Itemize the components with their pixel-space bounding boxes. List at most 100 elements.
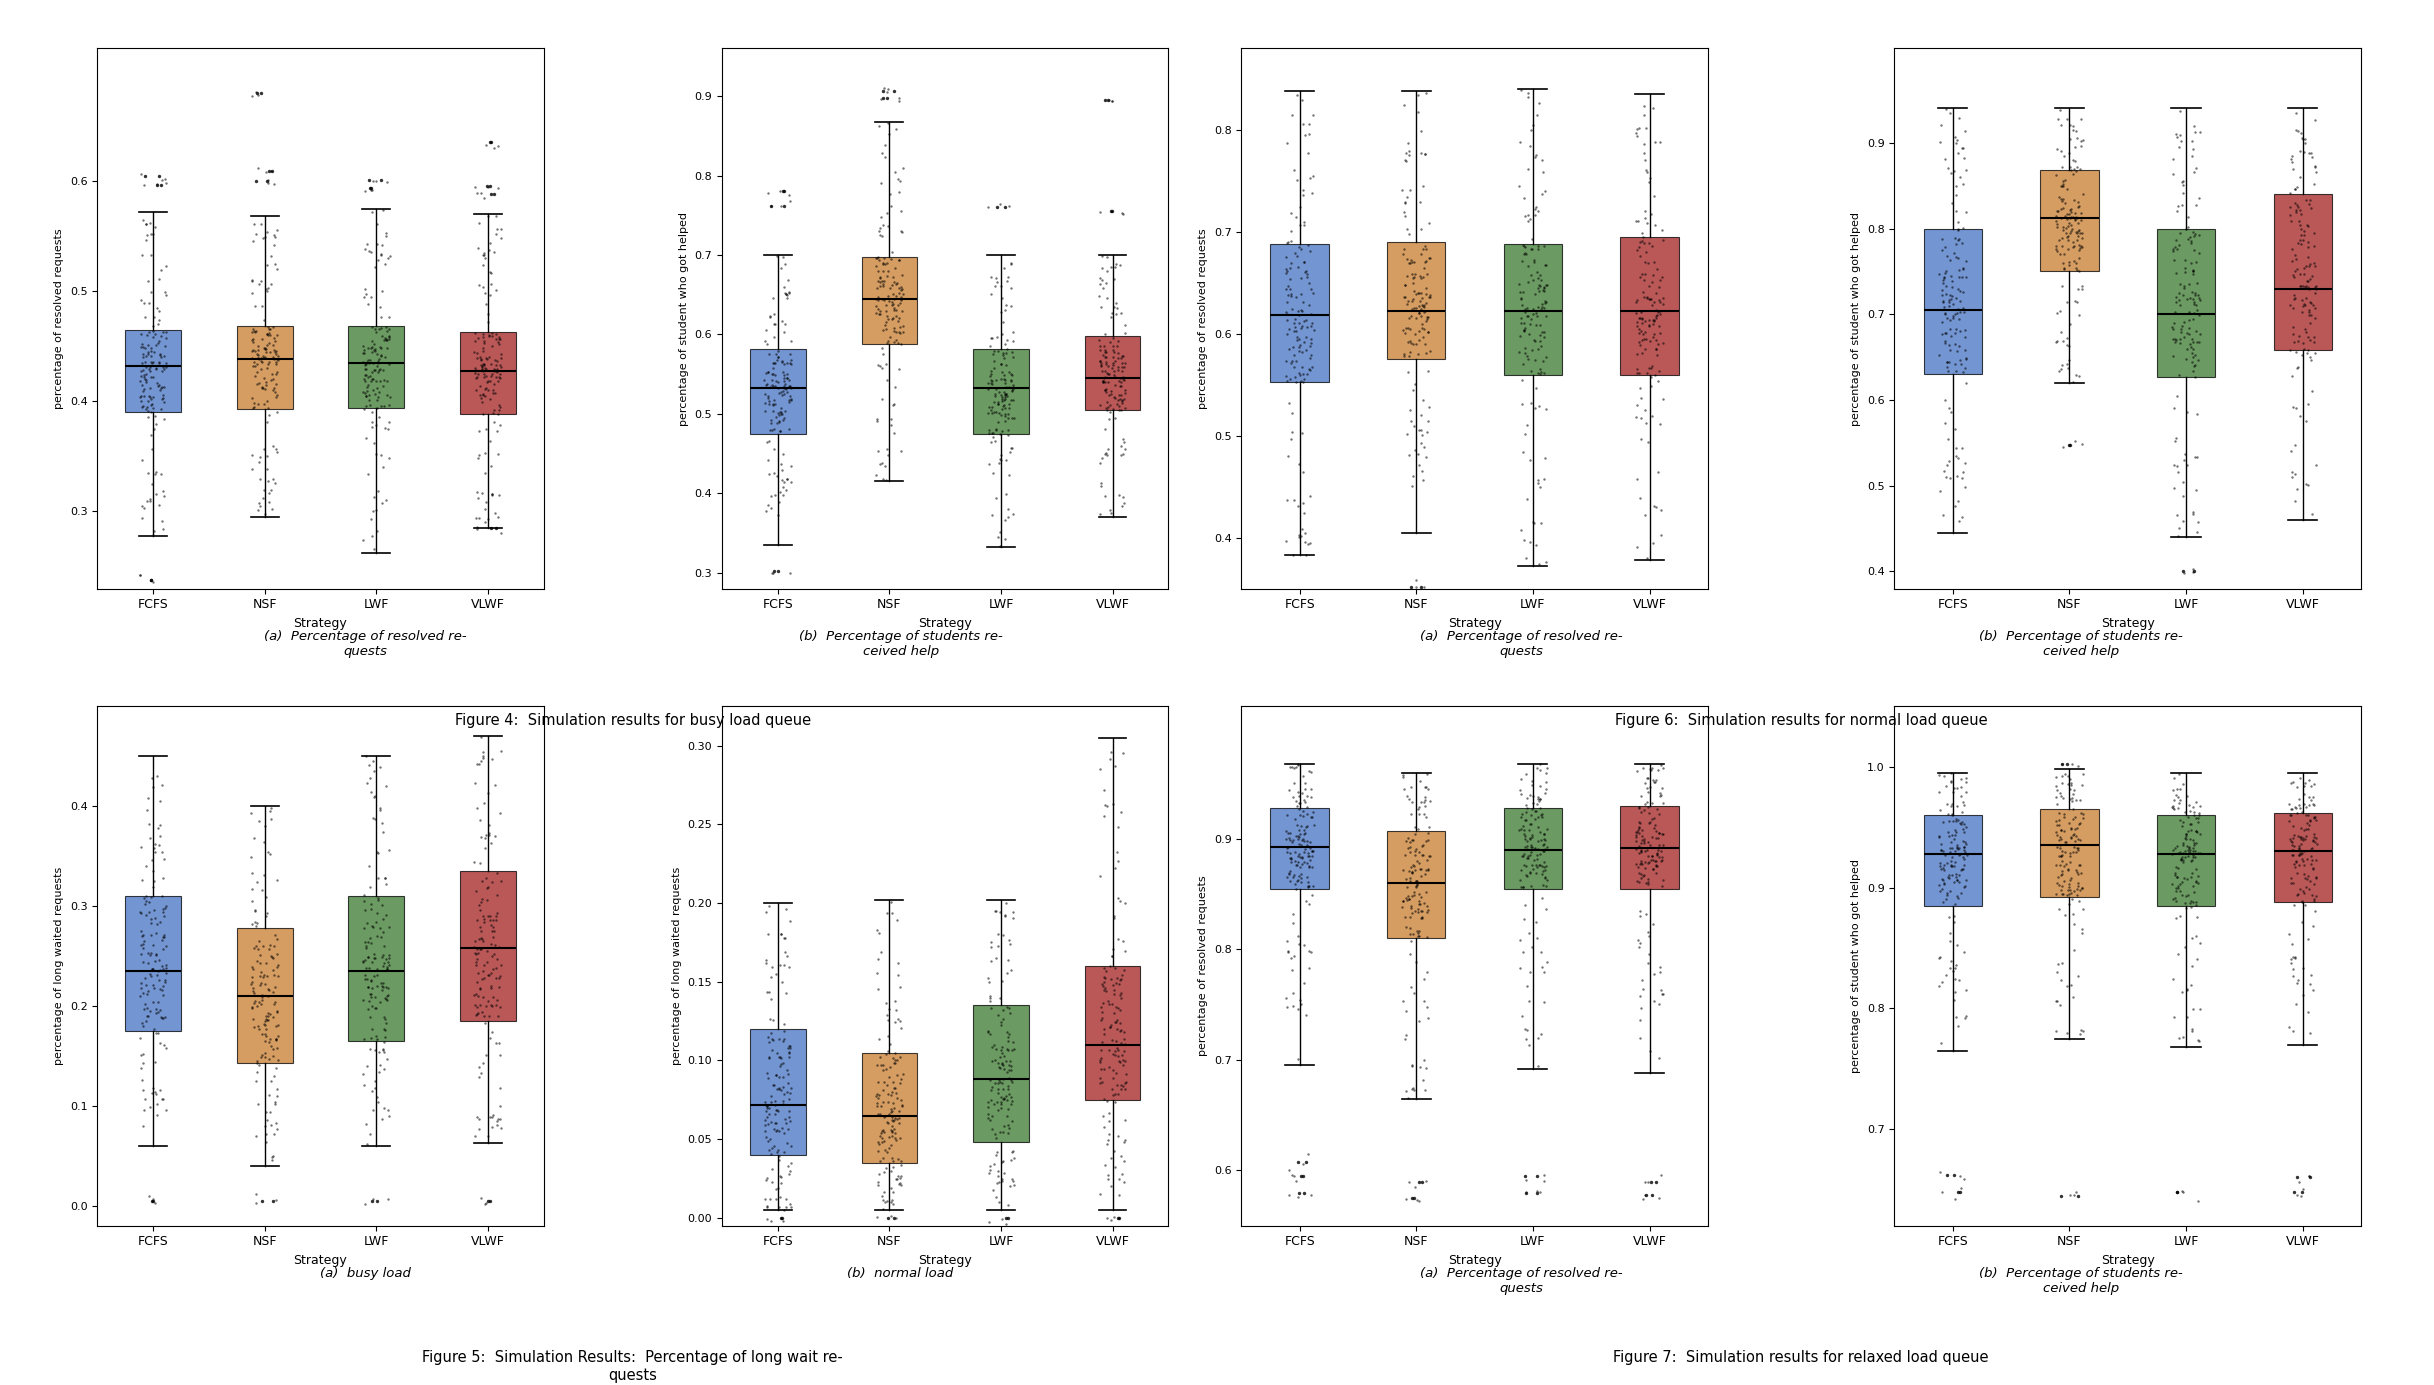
Point [2171,863,2210,885]
Point [368,903,406,925]
Point [353,969,392,992]
Point [1400,443,1438,465]
Point [859,287,898,309]
Point [256,993,295,1015]
Point [2045,244,2084,266]
Point [2276,397,2315,420]
Point [234,84,273,107]
Point [1395,439,1434,461]
Point [2154,795,2193,817]
Point [144,375,183,397]
Point [358,1190,397,1212]
Point [2054,235,2093,258]
Point [762,481,801,503]
Point [1925,411,1964,434]
Point [2178,810,2217,832]
Point [981,276,1020,298]
Point [2283,843,2322,866]
Point [346,889,385,911]
Point [2176,807,2215,830]
Point [2054,879,2093,902]
Point [750,1030,789,1053]
Point [1516,305,1555,327]
Point [867,319,905,341]
Point [993,438,1032,460]
Point [988,418,1027,440]
Point [1621,486,1660,508]
Point [2273,831,2312,853]
Point [2181,1029,2220,1051]
Point [1521,853,1560,875]
Point [1628,802,1667,824]
Point [745,330,784,352]
Point [864,456,903,478]
Point [472,335,511,357]
Point [358,249,397,271]
Point [879,1050,918,1072]
Point [2288,928,2327,950]
Point [764,1083,803,1105]
Point [978,1004,1017,1026]
Point [969,402,1008,424]
Point [348,463,387,485]
Point [1502,288,1541,310]
Point [350,177,389,199]
Point [2166,258,2205,280]
Point [129,461,168,483]
Point [129,389,168,411]
Point [1521,269,1560,291]
Point [1643,388,1682,410]
Point [2037,824,2076,846]
Point [1516,349,1555,371]
Point [348,349,387,371]
Point [1507,828,1546,850]
Point [1945,839,1984,861]
Point [1280,805,1319,827]
Point [1395,982,1434,1004]
Point [253,363,292,385]
Point [136,173,175,195]
Point [1937,339,1976,361]
Point [2283,274,2322,296]
Point [134,1190,173,1212]
Point [2045,175,2084,197]
Point [1385,238,1424,260]
Point [772,1134,811,1156]
Point [971,936,1010,958]
Point [1638,305,1677,327]
Point [2295,888,2334,910]
Point [772,1037,811,1060]
Point [462,968,501,990]
Point [479,964,518,986]
Point [1268,323,1307,345]
Point [1512,875,1550,897]
Point [1920,343,1959,366]
Point [752,363,791,385]
Point [1271,821,1309,843]
Point [1641,821,1679,843]
Point [2062,434,2101,456]
Point [1641,303,1679,325]
Point [2181,823,2220,845]
Point [1942,506,1981,528]
Point [234,328,273,350]
Point [1285,773,1324,795]
Point [1940,812,1979,834]
Point [470,260,509,283]
Point [755,325,793,348]
Point [365,1058,404,1080]
Point [2062,812,2101,834]
Point [752,989,791,1011]
Point [1638,993,1677,1015]
Point [2037,774,2076,796]
Point [368,328,406,350]
Point [1100,1184,1139,1206]
Point [129,377,168,399]
Point [1928,964,1967,986]
Point [1636,323,1675,345]
Point [869,1102,908,1125]
Point [141,791,180,813]
Point [1088,443,1127,465]
Point [2273,843,2312,866]
Point [1937,143,1976,165]
